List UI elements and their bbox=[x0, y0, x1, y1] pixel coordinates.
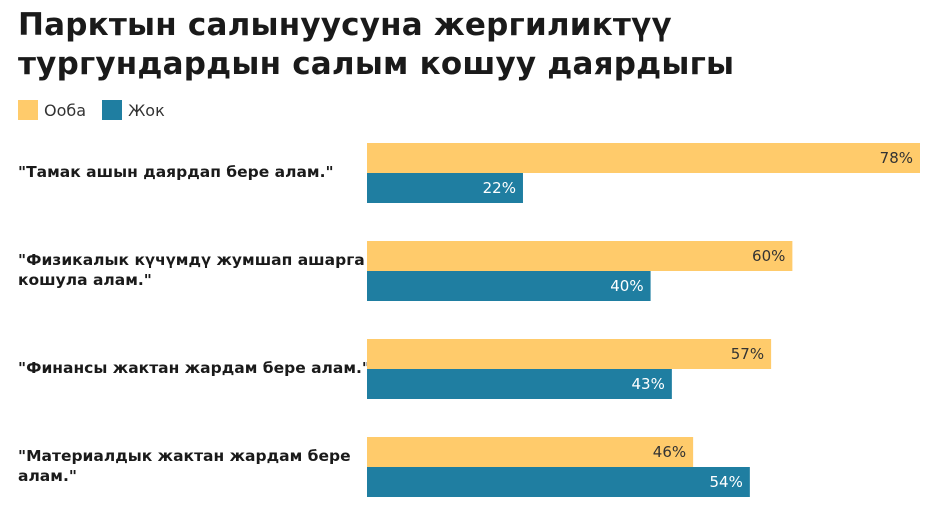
bar-yes bbox=[367, 143, 920, 173]
bar-yes bbox=[367, 437, 694, 467]
value-label: 43% bbox=[632, 375, 665, 393]
bar-yes bbox=[367, 241, 793, 271]
legend-swatch-yes bbox=[18, 100, 38, 120]
bar-no bbox=[367, 369, 672, 399]
value-label: 60% bbox=[752, 247, 785, 265]
legend: Ооба Жок bbox=[18, 100, 181, 120]
category-label: "Тамак ашын даярдап бере алам." bbox=[18, 163, 334, 181]
value-label: 54% bbox=[710, 473, 743, 491]
legend-item-yes: Ооба bbox=[18, 100, 86, 120]
legend-swatch-no bbox=[102, 100, 123, 120]
category-label: "Физикалык күчүмдү жумшап ашарга кошула а… bbox=[18, 251, 365, 289]
bar-no bbox=[367, 467, 750, 497]
value-label: 46% bbox=[653, 443, 686, 461]
value-label: 78% bbox=[880, 149, 913, 167]
category-label: "Финансы жактан жардам бере алам." bbox=[18, 359, 370, 377]
legend-label-no: Жок bbox=[128, 100, 165, 120]
bar-no bbox=[367, 173, 523, 203]
category-label: "Материалдык жактан жардам бере алам." bbox=[18, 447, 351, 485]
value-label: 22% bbox=[483, 179, 516, 197]
bar-yes bbox=[367, 339, 772, 369]
bar-no bbox=[367, 271, 651, 301]
value-label: 57% bbox=[731, 345, 764, 363]
chart-title: Парктын салынуусуна жергиликтүү тургунда… bbox=[18, 7, 735, 82]
legend-label-yes: Ооба bbox=[44, 100, 87, 120]
legend-item-no: Жок bbox=[102, 100, 165, 120]
value-label: 40% bbox=[610, 277, 643, 295]
